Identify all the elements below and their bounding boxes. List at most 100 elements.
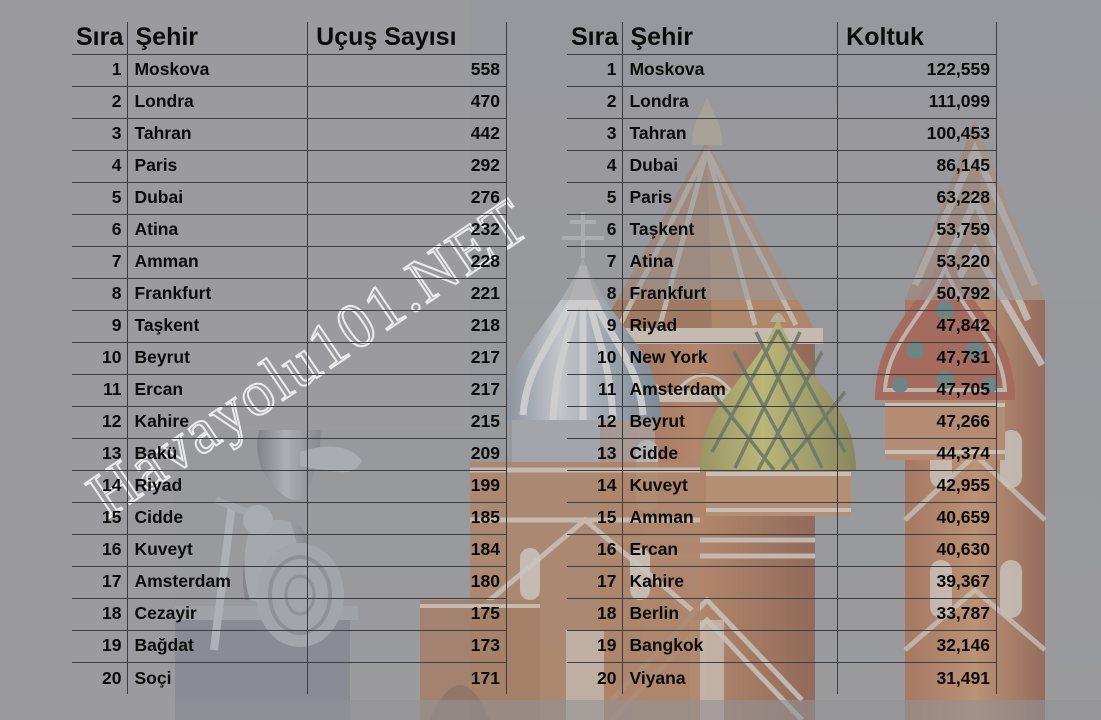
cell-rank: 2 [567,86,624,119]
cell-city: Amsterdam [622,374,839,407]
cell-city: Riyad [127,470,309,503]
header-city: Şehir [622,22,839,55]
cell-city: Dubai [622,150,839,183]
header-row: Sıra Şehir Uçuş Sayısı [72,22,507,55]
cell-rank: 4 [567,150,624,183]
header-rank: Sıra [567,22,624,55]
cell-city: Kahire [622,566,839,599]
table-row: 4 Paris 292 [72,150,507,183]
table-row: 13 Cidde 44,374 [567,438,997,471]
cell-value: 50,792 [837,278,997,311]
cell-value: 171 [307,662,507,694]
table-row: 5 Paris 63,228 [567,182,997,215]
table-row: 1 Moskova 122,559 [567,54,997,87]
table-row: 20 Soçi 171 [72,662,507,694]
cell-value: 180 [307,566,507,599]
cell-city: New York [622,342,839,375]
cell-value: 292 [307,150,507,183]
cell-rank: 1 [567,54,624,87]
cell-city: Londra [622,86,839,119]
table-row: 14 Kuveyt 42,955 [567,470,997,503]
cell-value: 217 [307,342,507,375]
table-row: 16 Kuveyt 184 [72,534,507,567]
table-row: 1 Moskova 558 [72,54,507,87]
table-row: 18 Berlin 33,787 [567,598,997,631]
koltuk-table: Sıra Şehir Koltuk 1 Moskova 122,559 2 Londra… [567,22,997,694]
cell-value: 228 [307,246,507,279]
ucus-sayisi-table: Sıra Şehir Uçuş Sayısı 1 Moskova 558 2 Londr… [72,22,507,694]
cell-value: 47,266 [837,406,997,439]
cell-city: Bağdat [127,630,309,663]
cell-value: 175 [307,598,507,631]
header-value: Koltuk [837,22,997,55]
cell-rank: 16 [72,534,129,567]
cell-value: 33,787 [837,598,997,631]
cell-city: Beyrut [127,342,309,375]
cell-rank: 9 [567,310,624,343]
table-row: 6 Atina 232 [72,214,507,247]
cell-city: Kuveyt [127,534,309,567]
cell-rank: 3 [72,118,129,151]
cell-city: Bangkok [622,630,839,663]
cell-value: 42,955 [837,470,997,503]
table-row: 18 Cezayir 175 [72,598,507,631]
cell-value: 47,731 [837,342,997,375]
header-row: Sıra Şehir Koltuk [567,22,997,55]
cell-value: 53,220 [837,246,997,279]
cell-value: 199 [307,470,507,503]
cell-city: Paris [127,150,309,183]
cell-rank: 17 [72,566,129,599]
cell-city: Taşkent [622,214,839,247]
cell-city: Londra [127,86,309,119]
table-row: 2 Londra 111,099 [567,86,997,119]
cell-value: 185 [307,502,507,535]
cell-rank: 8 [567,278,624,311]
cell-city: Cidde [127,502,309,535]
cell-city: Ercan [622,534,839,567]
cell-value: 173 [307,630,507,663]
cell-rank: 18 [72,598,129,631]
table-header: Sıra Şehir Koltuk [567,22,997,55]
cell-city: Tahran [622,118,839,151]
cell-value: 44,374 [837,438,997,471]
cell-city: Cidde [622,438,839,471]
table-row: 15 Cidde 185 [72,502,507,535]
cell-rank: 17 [567,566,624,599]
cell-city: Atina [127,214,309,247]
cell-city: Bakü [127,438,309,471]
cell-rank: 13 [72,438,129,471]
cell-value: 31,491 [837,662,997,694]
cell-rank: 2 [72,86,129,119]
table-body: 1 Moskova 122,559 2 Londra 111,099 3 Tahran 100,… [567,54,997,694]
cell-rank: 9 [72,310,129,343]
cell-city: Beyrut [622,406,839,439]
cell-city: Amman [622,502,839,535]
cell-rank: 15 [567,502,624,535]
cell-city: Moskova [127,54,309,87]
cell-rank: 19 [567,630,624,663]
cell-value: 218 [307,310,507,343]
table-row: 5 Dubai 276 [72,182,507,215]
cell-rank: 11 [72,374,129,407]
cell-rank: 10 [567,342,624,375]
cell-value: 558 [307,54,507,87]
header-rank: Sıra [72,22,129,55]
koltuk-table-container: Sıra Şehir Koltuk 1 Moskova 122,559 2 Londra… [567,22,997,694]
cell-rank: 5 [567,182,624,215]
cell-city: Cezayir [127,598,309,631]
cell-rank: 14 [72,470,129,503]
table-row: 3 Tahran 442 [72,118,507,151]
cell-rank: 16 [567,534,624,567]
cell-value: 47,705 [837,374,997,407]
cell-rank: 12 [567,406,624,439]
cell-value: 215 [307,406,507,439]
table-row: 3 Tahran 100,453 [567,118,997,151]
cell-city: Atina [622,246,839,279]
table-header: Sıra Şehir Uçuş Sayısı [72,22,507,55]
cell-value: 442 [307,118,507,151]
cell-rank: 8 [72,278,129,311]
cell-rank: 7 [72,246,129,279]
cell-city: Amman [127,246,309,279]
table-row: 17 Kahire 39,367 [567,566,997,599]
